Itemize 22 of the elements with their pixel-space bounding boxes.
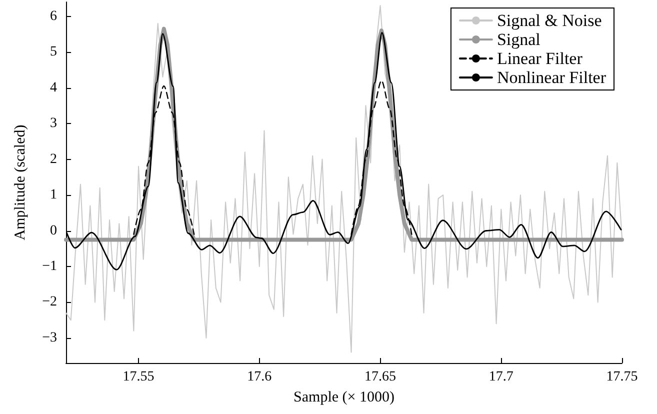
legend-label: Signal & Noise	[496, 11, 602, 30]
x-tick-label: 17.7	[488, 370, 514, 384]
x-tick-label: 17.6	[247, 370, 272, 384]
y-tick-label: 4	[50, 80, 57, 96]
x-tick-label: 17.75	[606, 370, 638, 384]
y-axis-title: Amplitude (scaled)	[12, 124, 28, 240]
y-tick-label: 1	[50, 188, 57, 203]
y-tick-label: 3	[50, 116, 57, 132]
line-series	[66, 5, 622, 353]
legend-label: Nonlinear Filter	[496, 68, 606, 87]
x-tick-label: 17.55	[122, 370, 154, 384]
x-tick-label: 17.65	[364, 370, 396, 384]
y-tick-label: −2	[42, 294, 57, 310]
x-axis-title: Sample (× 1000)	[294, 390, 394, 406]
y-tick-label: 2	[50, 152, 57, 167]
legend-label: Linear Filter	[496, 49, 583, 68]
y-tick-label: 5	[50, 44, 57, 60]
y-tick-label: 6	[50, 8, 57, 24]
y-tick-label: 0	[50, 223, 57, 238]
y-tick-label: −3	[42, 330, 57, 346]
legend-label: Signal	[496, 30, 541, 49]
y-tick-label: −1	[42, 258, 57, 274]
